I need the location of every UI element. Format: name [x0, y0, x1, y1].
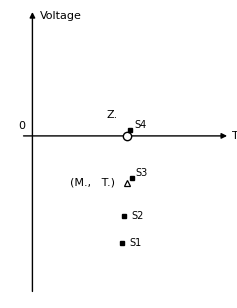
Text: S2: S2	[131, 211, 144, 221]
Text: Voltage: Voltage	[40, 11, 82, 21]
Text: 0: 0	[18, 121, 25, 132]
Text: S1: S1	[129, 238, 142, 248]
Text: T: T	[232, 131, 237, 141]
Text: (M.,   T.): (M., T.)	[70, 178, 115, 188]
Text: Z.: Z.	[107, 110, 118, 120]
Text: S4: S4	[135, 120, 147, 131]
Text: S3: S3	[136, 168, 148, 177]
